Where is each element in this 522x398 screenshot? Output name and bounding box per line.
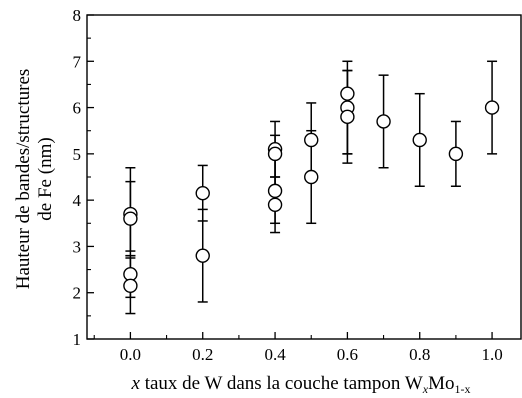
data-point (267, 183, 283, 199)
y-tick-label: 5 (73, 145, 82, 164)
y-tick-label: 7 (73, 52, 82, 71)
y-tick-label: 4 (73, 191, 82, 210)
data-point (267, 146, 283, 162)
y-tick-label: 1 (73, 330, 82, 349)
x-tick-label: 1.0 (481, 345, 502, 364)
data-point (448, 146, 464, 162)
x-tick-label: 0.6 (337, 345, 358, 364)
x-axis-label-variable: x (131, 373, 141, 394)
tick-labels: 1 2 3 4 5 6 7 8 0.0 0.2 0.4 0.6 0.8 1.0 (73, 6, 503, 364)
data-point (195, 185, 210, 201)
data-point (123, 211, 138, 226)
axis-ticks (87, 14, 493, 340)
x-axis-label-sub2: 1-x (454, 382, 470, 396)
data-point (340, 86, 355, 101)
data-point (304, 169, 319, 185)
x-axis-label: x taux de W dans la couche tampon WxMo1-… (131, 373, 471, 396)
data-point (484, 100, 500, 115)
x-tick-label: 0.2 (192, 345, 213, 364)
y-tick-label: 2 (73, 284, 82, 303)
x-tick-label: 0.8 (409, 345, 430, 364)
data-point (304, 132, 319, 148)
x-axis-label-mid: Mo (428, 373, 454, 394)
data-point (340, 109, 355, 125)
y-axis-label-line1: Hauteur de bandes/structures (13, 69, 34, 290)
y-tick-label: 8 (73, 6, 82, 25)
data-points (123, 86, 500, 293)
data-point (195, 248, 210, 263)
data-point (412, 132, 427, 148)
x-tick-label: 0.0 (120, 345, 141, 364)
x-tick-label: 0.4 (264, 345, 286, 364)
y-axis-label-line2: de Fe (nm) (35, 137, 56, 220)
data-point (123, 278, 138, 293)
y-tick-label: 3 (73, 237, 82, 256)
y-tick-label: 6 (73, 99, 82, 118)
data-point (267, 197, 283, 212)
x-axis-label-text: taux de W dans la couche tampon W (140, 373, 423, 394)
x-axis-label-sub1: x (422, 382, 429, 396)
data-point (376, 114, 391, 129)
error-bars (125, 60, 498, 315)
